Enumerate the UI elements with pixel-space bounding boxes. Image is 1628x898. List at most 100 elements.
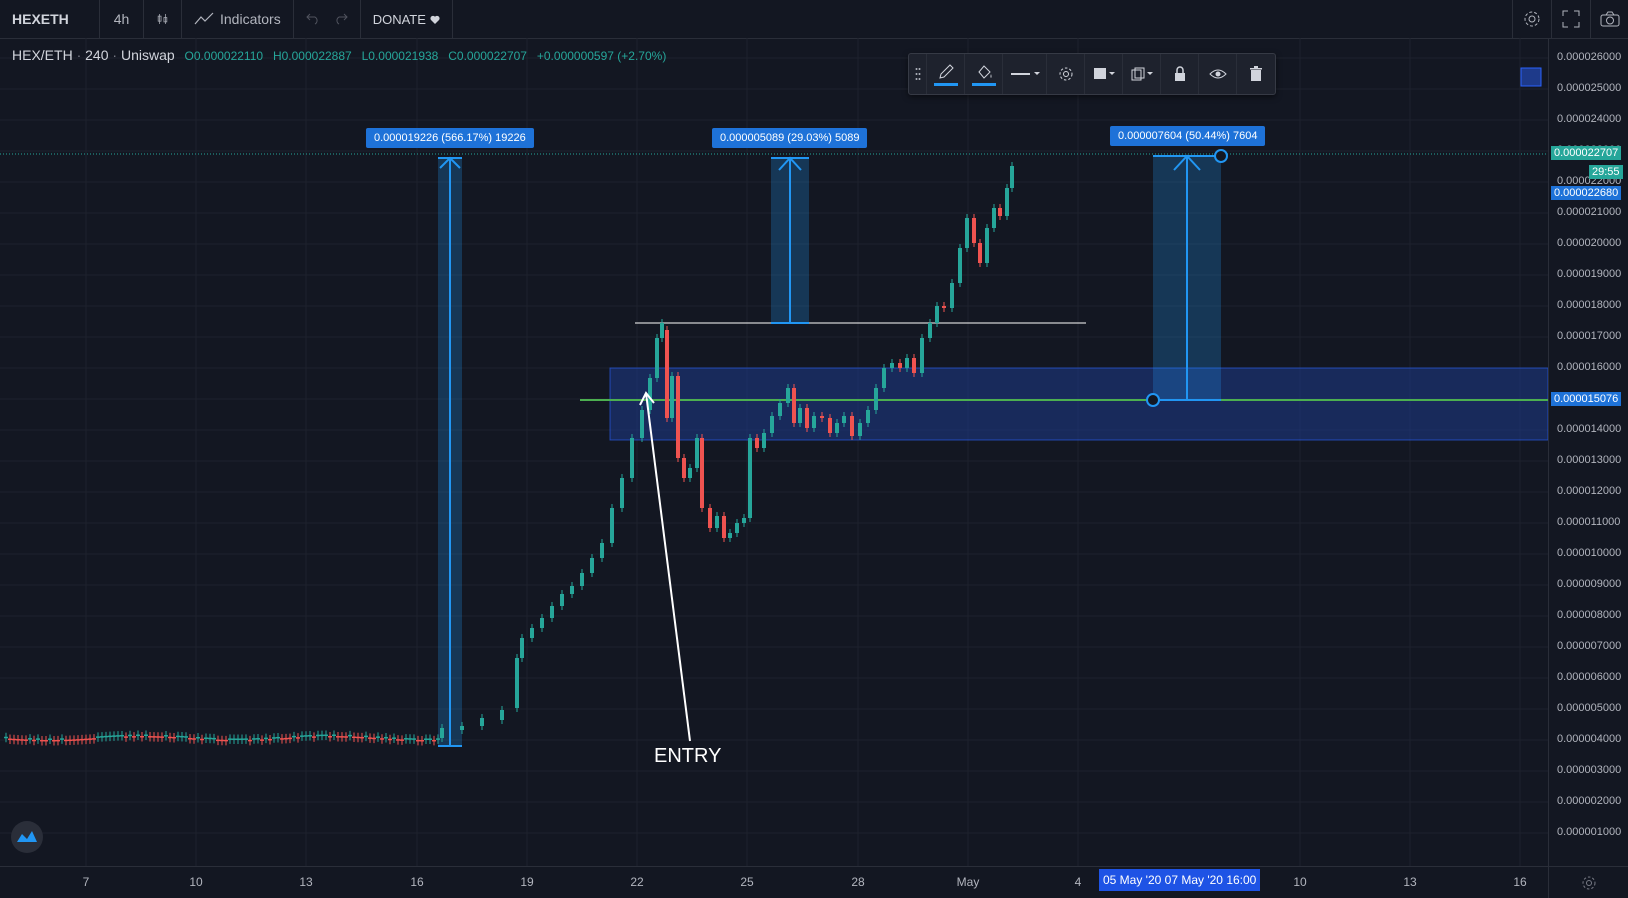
candle-body <box>108 736 112 738</box>
candle-body <box>16 739 20 741</box>
candle-body <box>820 416 824 418</box>
drag-handle-icon <box>915 67 921 81</box>
candle-body <box>850 416 854 436</box>
line-color-button[interactable] <box>927 54 965 94</box>
candle-body <box>140 736 144 738</box>
time-tick-label: 13 <box>1403 875 1416 889</box>
interval-button[interactable]: 4h <box>100 0 144 38</box>
candle-body <box>268 739 272 741</box>
legend-pair: HEX/ETH <box>12 47 73 63</box>
candle-body <box>770 416 774 433</box>
price-axis[interactable]: 0.000026000 0.000025000 0.000024000 0.00002… <box>1548 38 1628 866</box>
lock-icon <box>1173 66 1187 82</box>
candle-body <box>124 736 128 738</box>
price-tick-label: 0.000014000 <box>1557 423 1621 435</box>
price-tick-label: 0.000013000 <box>1557 454 1621 466</box>
price-tick-label: 0.000017000 <box>1557 330 1621 342</box>
price-chart[interactable] <box>0 38 1548 866</box>
candle-body <box>828 418 832 433</box>
price-tick-label: 0.000002000 <box>1557 795 1621 807</box>
candle-body <box>68 740 72 742</box>
axis-settings-icon <box>1581 875 1597 891</box>
legend-exchange: Uniswap <box>121 47 175 63</box>
logo-icon[interactable] <box>11 821 43 853</box>
screenshot-button[interactable] <box>1590 0 1628 38</box>
candle-body <box>284 738 288 740</box>
entry-annotation[interactable]: ENTRY <box>654 745 721 768</box>
candle-body <box>786 388 790 403</box>
candle-body <box>392 737 396 739</box>
candle-body <box>408 738 412 740</box>
gear-icon <box>1058 66 1074 82</box>
candle-body <box>400 739 404 741</box>
candle-body <box>40 740 44 742</box>
measure-3-handle-end[interactable] <box>1215 150 1227 162</box>
support-zone[interactable] <box>610 368 1548 440</box>
time-tick-label: 4 <box>1075 875 1082 889</box>
candle-body <box>580 573 584 586</box>
time-axis-settings[interactable] <box>1548 866 1628 898</box>
candle-body <box>52 740 56 742</box>
candle-body <box>412 738 416 740</box>
candle-body <box>236 738 240 740</box>
candle-body <box>8 739 12 741</box>
candle-body <box>992 208 996 228</box>
drag-handle[interactable] <box>909 54 927 94</box>
candle-body <box>128 735 132 737</box>
candle-body <box>460 726 464 730</box>
symbol-search[interactable]: HEXETH <box>0 0 100 38</box>
candle-body <box>156 736 160 738</box>
measure-3-handle-start[interactable] <box>1147 394 1159 406</box>
lock-button[interactable] <box>1161 54 1199 94</box>
undo-redo-group <box>294 0 361 38</box>
candle-body <box>200 739 204 741</box>
candle-body <box>312 736 316 738</box>
last-price-tag: 0.000022707 <box>1551 146 1621 160</box>
fullscreen-button[interactable] <box>1551 0 1590 38</box>
hide-button[interactable] <box>1199 54 1237 94</box>
entry-arrow[interactable] <box>640 393 690 741</box>
line-style-icon <box>1010 69 1040 79</box>
settings-button[interactable] <box>1512 0 1551 38</box>
indicators-button[interactable]: Indicators <box>182 0 294 38</box>
fill-color-button[interactable] <box>965 54 1003 94</box>
object-tree-toggle[interactable] <box>1521 68 1541 86</box>
candle-body <box>742 518 746 523</box>
line-price-tag: 0.000022680 <box>1551 186 1621 200</box>
candle-body <box>20 739 24 741</box>
fullscreen-icon <box>1562 10 1580 28</box>
candle-body <box>384 737 388 739</box>
candle-body <box>352 737 356 739</box>
candle-body <box>56 740 60 742</box>
candle-body <box>328 736 332 738</box>
candle-body <box>640 410 644 438</box>
indicators-label: Indicators <box>220 11 281 27</box>
clone-button[interactable] <box>1123 54 1161 94</box>
drawing-settings-button[interactable] <box>1047 54 1085 94</box>
time-axis[interactable]: 7 10 13 16 19 22 25 28 May 4 10 13 16 05 May '20 07 M… <box>0 866 1548 898</box>
candle-body <box>32 740 36 742</box>
candle-body <box>985 228 989 263</box>
undo-icon[interactable] <box>306 13 320 25</box>
redo-icon[interactable] <box>334 13 348 25</box>
candle-body <box>176 736 180 738</box>
candle-body <box>120 735 124 737</box>
candle-body <box>670 376 674 418</box>
candle-body <box>36 738 40 740</box>
candle-body <box>660 323 664 338</box>
delete-button[interactable] <box>1237 54 1275 94</box>
candle-body <box>300 735 304 737</box>
visual-order-button[interactable] <box>1085 54 1123 94</box>
line-style-button[interactable] <box>1003 54 1047 94</box>
price-tick-label: 0.000007000 <box>1557 640 1621 652</box>
candle-body <box>256 738 260 740</box>
candle-body <box>12 739 16 741</box>
settings-icon <box>1522 9 1542 29</box>
indicators-icon <box>194 12 214 26</box>
donate-button[interactable]: DONATE <box>361 0 453 38</box>
candle-body <box>735 523 739 533</box>
candle-body <box>935 306 939 323</box>
candle-body <box>950 283 954 308</box>
candle-body <box>364 736 368 738</box>
chart-type-button[interactable] <box>144 0 182 38</box>
